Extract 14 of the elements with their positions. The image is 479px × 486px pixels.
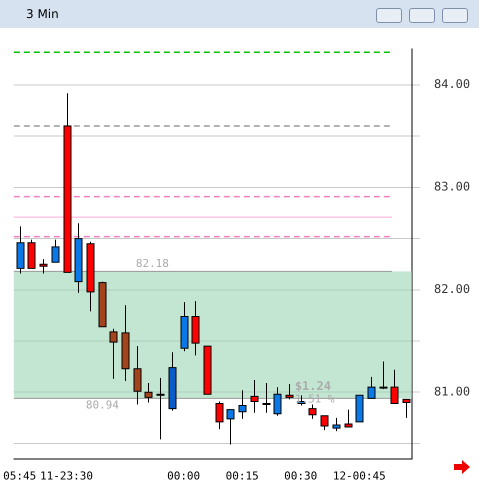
x-tick-label: 00:30: [284, 469, 318, 482]
x-tick-label: 11-23:30: [40, 469, 94, 482]
x-tick-label: 00:00: [167, 469, 200, 482]
annotation: $1.24: [294, 378, 331, 393]
y-tick-label: 81.00: [434, 384, 470, 398]
chart-title: 3 Min: [26, 6, 59, 23]
ref-line-label: 80.94: [86, 398, 120, 412]
x-tick-label: 05:45: [3, 469, 36, 482]
ref-line-label: 82.18: [136, 256, 169, 270]
x-tick-label: 00:15: [226, 469, 259, 482]
y-tick-label: 82.00: [434, 282, 470, 296]
y-tick-label: 83.00: [434, 180, 470, 194]
y-tick-label: 84.00: [434, 77, 470, 92]
x-tick-label: 12-00:45: [332, 469, 386, 482]
